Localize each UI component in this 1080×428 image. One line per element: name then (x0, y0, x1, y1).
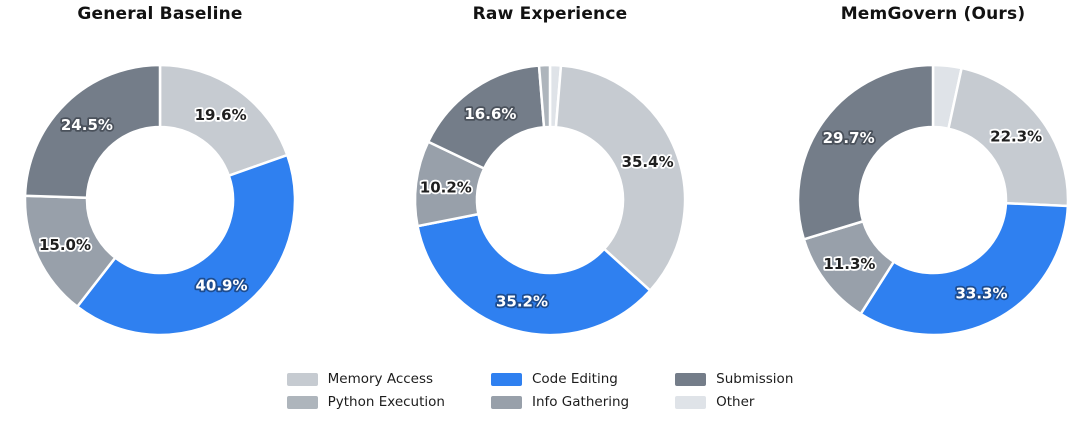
donut-chart-panel-raw-experience: Raw Experience 35.4% 35.2% 10.2% 16.6% (370, 0, 730, 372)
donut-chart-panel-general-baseline: General Baseline 19.6% 40.9% 15.0% 24.5% (0, 0, 340, 372)
legend-label-other: Other (716, 393, 755, 410)
pct-label-code-editing: 35.2% (496, 293, 548, 311)
legend-label-info-gathering: Info Gathering (531, 393, 630, 410)
legend-entry-python-execution: Python Execution (286, 393, 445, 410)
donut-chart-panel-memgovern: MemGovern (Ours) 22.3% 33.3% 11.3% 29.7% (753, 0, 1080, 372)
wedge-code-editing (859, 201, 1070, 337)
pct-label-memory-access: 19.6% (195, 106, 247, 124)
pct-label-info-gathering: 15.0% (39, 236, 91, 254)
pct-label-info-gathering: 11.3% (823, 255, 875, 273)
chart-title: General Baseline (77, 4, 243, 24)
legend-label-submission: Submission (716, 371, 794, 387)
wedge-memory-access (554, 64, 687, 292)
pct-label-submission: 24.5% (61, 116, 113, 134)
pct-label-code-editing: 33.3% (955, 285, 1007, 303)
wedge-submission (796, 63, 935, 241)
legend-swatch-info-gathering (490, 395, 522, 409)
legend-entry-memory-access: Memory Access (286, 371, 445, 387)
pct-label-memory-access: 22.3% (990, 127, 1042, 145)
pct-label-info-gathering: 10.2% (420, 178, 472, 196)
legend-label-python-execution: Python Execution (327, 393, 445, 410)
wedge-python-execution (537, 63, 552, 129)
legend-column: Code Editing Info Gathering (490, 371, 630, 410)
legend-entry-code-editing: Code Editing (490, 371, 629, 387)
pct-label-submission: 29.7% (823, 129, 875, 147)
chart-legend: Memory Access Python Execution Code Edit… (0, 371, 1080, 410)
legend-column: Memory Access Python Execution (286, 371, 445, 410)
legend-swatch-submission (675, 373, 707, 387)
chart-title: MemGovern (Ours) (840, 4, 1026, 24)
legend-label-code-editing: Code Editing (531, 371, 618, 387)
legend-entry-other: Other (675, 393, 793, 410)
wedge-submission (23, 63, 162, 199)
legend-swatch-code-editing (490, 373, 522, 387)
legend-swatch-python-execution (286, 395, 318, 409)
wedge-memory-access (947, 66, 1070, 208)
pct-label-memory-access: 35.4% (622, 153, 674, 171)
legend-entry-submission: Submission (675, 371, 794, 387)
legend-swatch-memory-access (286, 373, 318, 387)
donut-chart: 35.4% 35.2% 10.2% 16.6% (413, 63, 687, 337)
pct-label-submission: 16.6% (464, 105, 516, 123)
legend-entry-info-gathering: Info Gathering (490, 393, 630, 410)
donut-chart: 22.3% 33.3% 11.3% 29.7% (796, 63, 1070, 337)
wedge-memory-access (158, 63, 289, 177)
legend-label-memory-access: Memory Access (327, 371, 434, 387)
legend-column: Submission Other (675, 371, 794, 410)
donut-chart: 19.6% 40.9% 15.0% 24.5% (23, 63, 297, 337)
wedge-code-editing (416, 212, 652, 337)
chart-title: Raw Experience (472, 4, 628, 24)
wedge-code-editing (76, 153, 297, 337)
legend-swatch-other (675, 395, 707, 409)
pct-label-code-editing: 40.9% (195, 277, 247, 295)
